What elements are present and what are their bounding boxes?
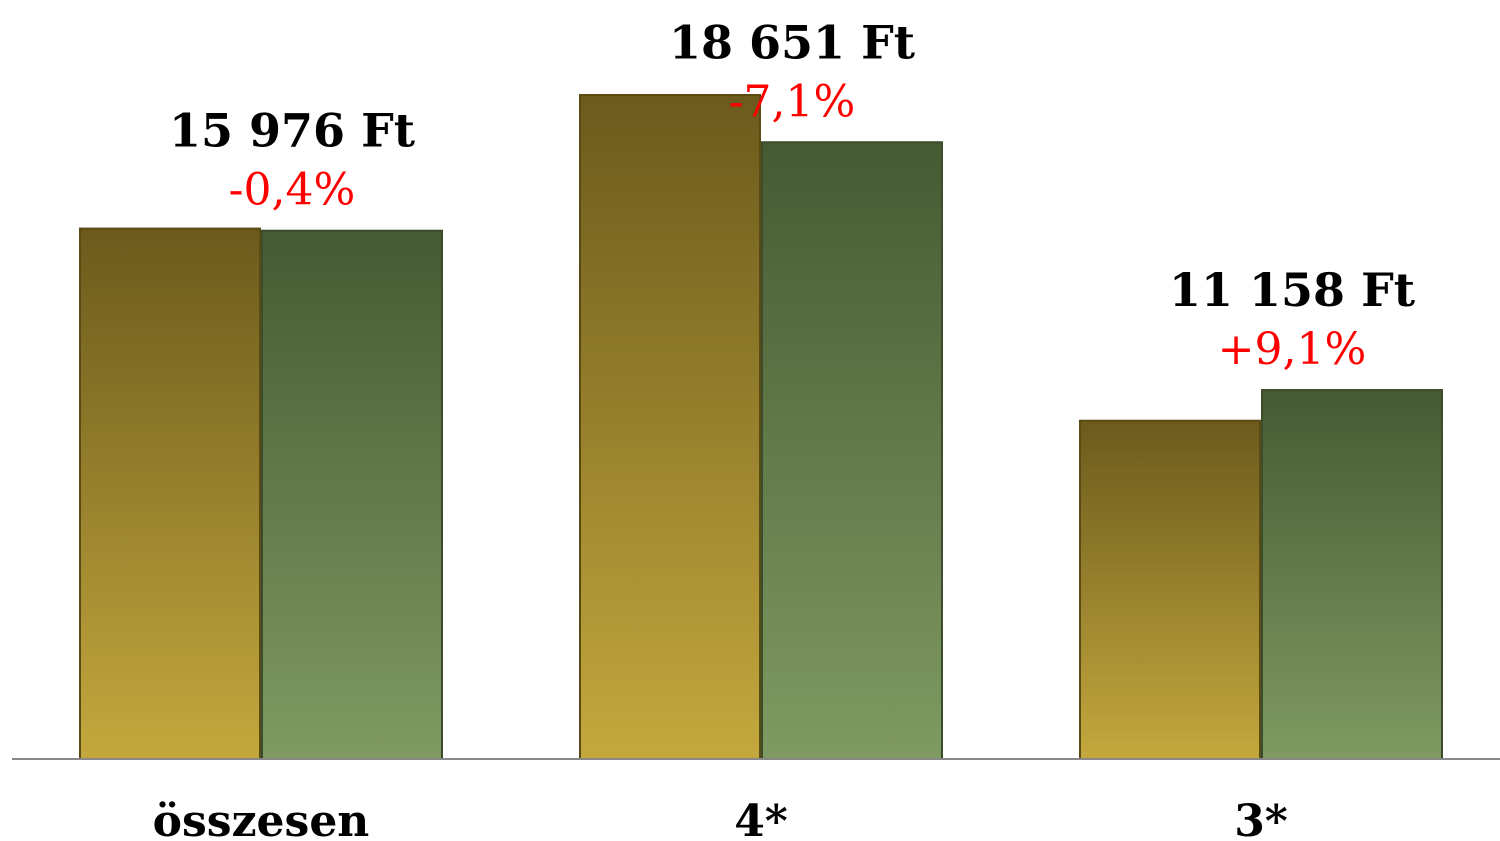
change-label: -7,1% (729, 76, 856, 127)
labels-group: 15 976 Ft -0,4% összesen 18 651 Ft -7,1% 4* 11… (153, 15, 1416, 841)
change-label: -0,4% (229, 165, 356, 216)
bars-group (79, 94, 1443, 760)
bar-1-series-1 (761, 141, 943, 760)
value-label: 15 976 Ft (169, 104, 416, 158)
value-label: 18 651 Ft (669, 15, 916, 69)
value-label: 11 158 Ft (1169, 263, 1416, 317)
bar-1-series-0 (579, 94, 761, 760)
bar-2-series-0 (1079, 419, 1261, 760)
bar-0-series-0 (79, 227, 261, 760)
category-label: 3* (1234, 796, 1288, 841)
category-label: összesen (153, 796, 370, 841)
category-label: 4* (734, 796, 788, 841)
bar-2-series-1 (1261, 389, 1443, 760)
change-label: +9,1% (1218, 324, 1367, 375)
bar-0-series-1 (261, 229, 443, 760)
